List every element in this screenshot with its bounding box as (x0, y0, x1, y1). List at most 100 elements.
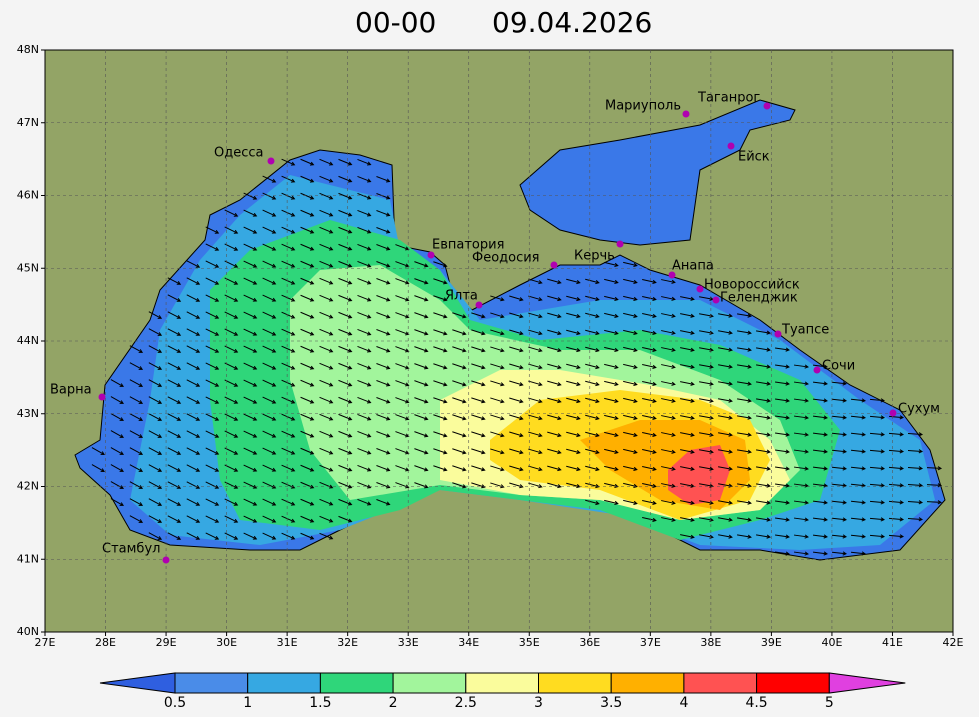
arrow (281, 175, 296, 183)
arrow (604, 312, 619, 319)
arrow (262, 294, 277, 302)
azov-sea (519, 99, 796, 246)
arrow (376, 261, 391, 268)
arrow (205, 430, 220, 438)
arrow (357, 192, 372, 200)
y-tick-label: 40N (17, 625, 39, 638)
arrow (262, 481, 277, 489)
arrow (831, 381, 847, 386)
arrow (433, 363, 448, 370)
arrow (850, 500, 867, 505)
arrow (243, 260, 258, 268)
arrow (205, 328, 220, 336)
y-tick-label: 44N (17, 334, 39, 347)
arrow (338, 260, 353, 268)
arrow (300, 209, 315, 217)
arrow (737, 483, 752, 488)
city-label: Ейск (738, 150, 770, 165)
arrow (756, 347, 771, 352)
arrow (167, 379, 182, 387)
arrow (623, 380, 638, 387)
city-dot (712, 296, 720, 304)
arrow (167, 430, 182, 438)
arrow (869, 432, 886, 437)
arrow (414, 431, 429, 438)
city-label: Анапа (672, 259, 714, 274)
y-tick-label: 46N (17, 189, 39, 202)
arrow (737, 534, 752, 539)
arrow (395, 448, 410, 455)
arrow (224, 430, 239, 438)
arrow (167, 311, 182, 319)
arrow (319, 260, 334, 268)
arrow (395, 261, 410, 268)
arrow (357, 362, 372, 370)
arrow (907, 517, 924, 522)
arrow (167, 464, 182, 472)
arrow (205, 532, 220, 540)
arrow (338, 277, 353, 285)
arrow (205, 345, 220, 353)
arrow (129, 362, 144, 370)
arrow (756, 483, 771, 488)
arrow (642, 330, 657, 335)
colorbar-cell (247, 672, 321, 694)
arrow (831, 398, 847, 403)
arrow (566, 414, 581, 421)
arrow (907, 483, 924, 488)
arrow (243, 294, 258, 302)
arrow (129, 345, 144, 353)
colorbar-label: 4.5 (745, 695, 767, 711)
arrow (414, 380, 429, 387)
arrow (623, 397, 638, 404)
arrow (490, 397, 505, 404)
arrow (205, 311, 220, 319)
arrow (756, 415, 771, 420)
arrow (452, 414, 467, 421)
arrow (452, 397, 467, 404)
x-tick-label: 33E (398, 636, 419, 649)
arrow (471, 448, 486, 455)
arrow (243, 447, 258, 455)
arrow (129, 396, 144, 404)
arrow (224, 396, 239, 404)
arrow (319, 311, 334, 319)
arrow (319, 192, 334, 200)
arrow (167, 362, 182, 370)
arrow (243, 532, 258, 540)
arrow (357, 294, 372, 302)
arrow (243, 379, 258, 387)
arrow (300, 192, 315, 200)
arrow (737, 330, 752, 335)
colorbar-high (828, 672, 906, 694)
arrow (661, 500, 676, 505)
arrow (262, 175, 277, 183)
arrow (281, 243, 296, 251)
arrow (585, 346, 600, 353)
arrow (509, 329, 524, 336)
arrow (338, 226, 353, 234)
arrow (281, 413, 296, 421)
arrow (718, 517, 733, 522)
arrow (243, 396, 258, 404)
arrow (471, 312, 486, 319)
arrow (357, 158, 372, 166)
arrow (395, 244, 410, 251)
arrow (907, 449, 924, 454)
arrow (319, 209, 334, 217)
arrow (262, 515, 277, 523)
arrow (319, 430, 334, 438)
arrow (680, 296, 695, 301)
arrow (319, 464, 334, 472)
arrow (433, 329, 448, 336)
arrow (224, 498, 239, 506)
arrow (129, 498, 144, 506)
arrow (357, 260, 372, 268)
arrow (547, 465, 562, 472)
arrow (129, 430, 144, 438)
arrow (300, 226, 315, 234)
x-tick-label: 36E (579, 636, 600, 649)
arrow (623, 431, 638, 438)
arrow (566, 312, 581, 319)
